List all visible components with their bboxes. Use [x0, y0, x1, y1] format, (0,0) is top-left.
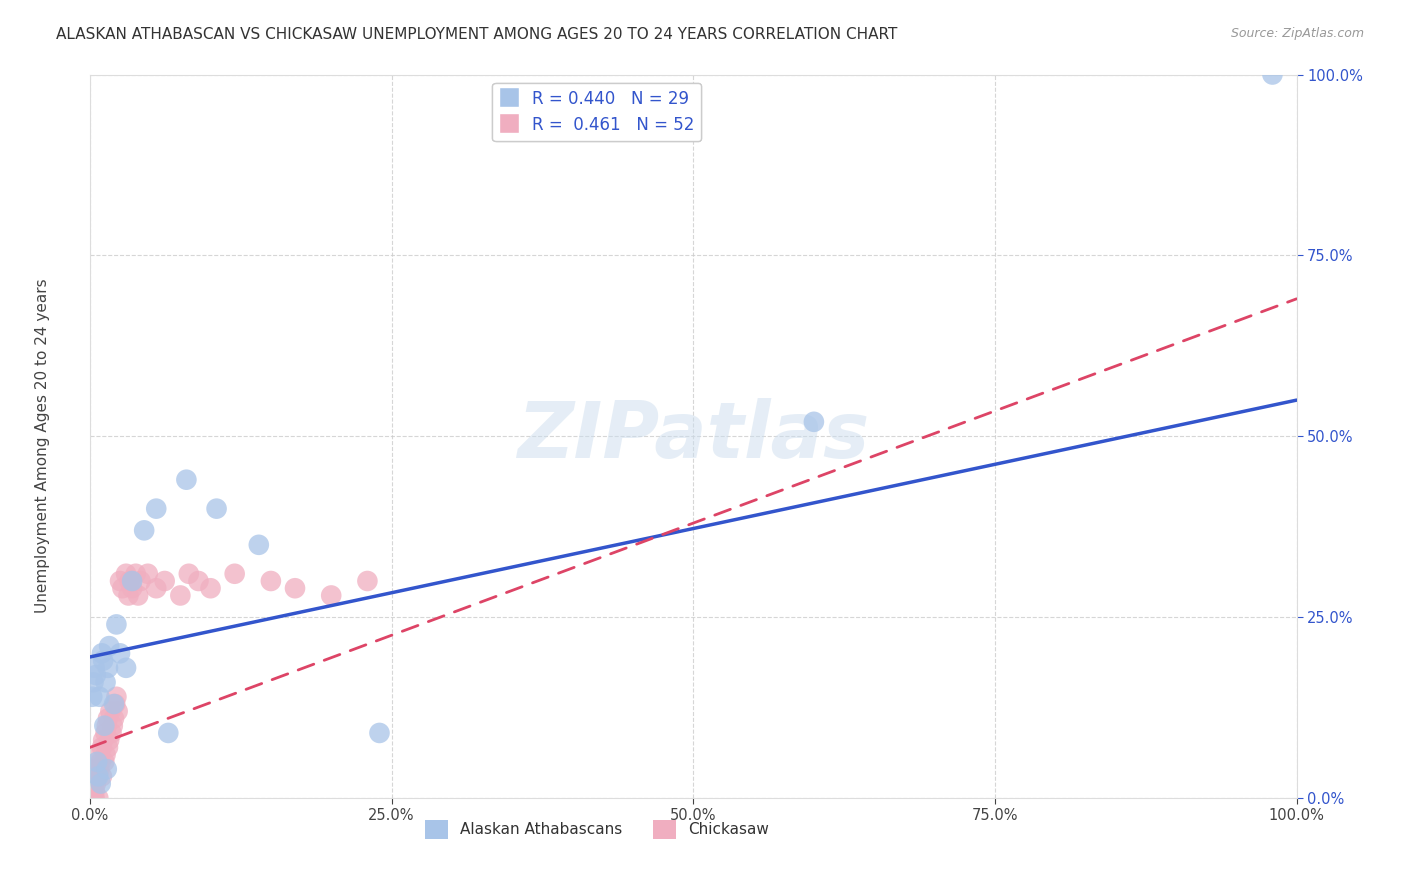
- Point: [82, 791, 104, 805]
- Legend: R = 0.440   N = 29, R =  0.461   N = 52: R = 0.440 N = 29, R = 0.461 N = 52: [492, 83, 702, 141]
- Point: [157, 726, 180, 740]
- Point: [94, 726, 117, 740]
- Point: [105, 617, 128, 632]
- Point: [177, 566, 200, 581]
- Point: [90, 776, 112, 790]
- Point: [83, 784, 105, 798]
- Point: [97, 661, 120, 675]
- Point: [118, 574, 141, 588]
- Point: [84, 776, 107, 790]
- Point: [97, 740, 120, 755]
- Point: [153, 574, 176, 588]
- Point: [1261, 68, 1284, 82]
- Point: [96, 719, 118, 733]
- Point: [87, 791, 110, 805]
- Point: [247, 538, 270, 552]
- Point: [145, 501, 167, 516]
- Point: [200, 581, 222, 595]
- Point: [84, 668, 107, 682]
- Point: [82, 791, 104, 805]
- Point: [368, 726, 391, 740]
- Point: [80, 791, 103, 805]
- Point: [356, 574, 378, 588]
- Point: [91, 654, 114, 668]
- Point: [103, 697, 125, 711]
- Point: [86, 769, 108, 783]
- Point: [115, 566, 138, 581]
- Text: ZIPatlas: ZIPatlas: [517, 399, 869, 475]
- Point: [108, 574, 131, 588]
- Point: [98, 733, 121, 747]
- Point: [90, 755, 112, 769]
- Point: [86, 755, 108, 769]
- Point: [103, 711, 125, 725]
- Point: [89, 762, 111, 776]
- Point: [187, 574, 209, 588]
- Point: [134, 524, 156, 538]
- Point: [89, 690, 111, 704]
- Point: [104, 697, 127, 711]
- Point: [90, 740, 112, 755]
- Point: [82, 784, 104, 798]
- Point: [136, 566, 159, 581]
- Text: Unemployment Among Ages 20 to 24 years: Unemployment Among Ages 20 to 24 years: [35, 278, 49, 614]
- Point: [121, 581, 143, 595]
- Point: [121, 574, 143, 588]
- Point: [176, 473, 198, 487]
- Text: ALASKAN ATHABASCAN VS CHICKASAW UNEMPLOYMENT AMONG AGES 20 TO 24 YEARS CORRELATI: ALASKAN ATHABASCAN VS CHICKASAW UNEMPLOY…: [56, 27, 897, 42]
- Point: [83, 661, 105, 675]
- Point: [100, 726, 122, 740]
- Point: [145, 581, 167, 595]
- Point: [224, 566, 246, 581]
- Point: [169, 589, 191, 603]
- Point: [108, 646, 131, 660]
- Point: [205, 501, 228, 516]
- Point: [111, 581, 134, 595]
- Point: [100, 704, 122, 718]
- Point: [125, 566, 148, 581]
- Point: [83, 791, 105, 805]
- Point: [105, 690, 128, 704]
- Point: [93, 719, 115, 733]
- Point: [91, 733, 114, 747]
- Point: [260, 574, 283, 588]
- Point: [90, 769, 112, 783]
- Point: [321, 589, 343, 603]
- Point: [90, 646, 112, 660]
- Point: [82, 776, 104, 790]
- Point: [82, 675, 104, 690]
- Text: Source: ZipAtlas.com: Source: ZipAtlas.com: [1230, 27, 1364, 40]
- Point: [87, 769, 110, 783]
- Point: [284, 581, 307, 595]
- Point: [94, 747, 117, 762]
- Point: [89, 747, 111, 762]
- Point: [101, 719, 124, 733]
- Point: [129, 574, 152, 588]
- Point: [97, 711, 120, 725]
- Point: [82, 690, 104, 704]
- Point: [84, 762, 107, 776]
- Point: [115, 661, 138, 675]
- Point: [803, 415, 825, 429]
- Point: [98, 639, 121, 653]
- Point: [117, 589, 139, 603]
- Point: [93, 755, 115, 769]
- Point: [107, 704, 129, 718]
- Point: [94, 675, 117, 690]
- Point: [127, 589, 149, 603]
- Point: [96, 762, 118, 776]
